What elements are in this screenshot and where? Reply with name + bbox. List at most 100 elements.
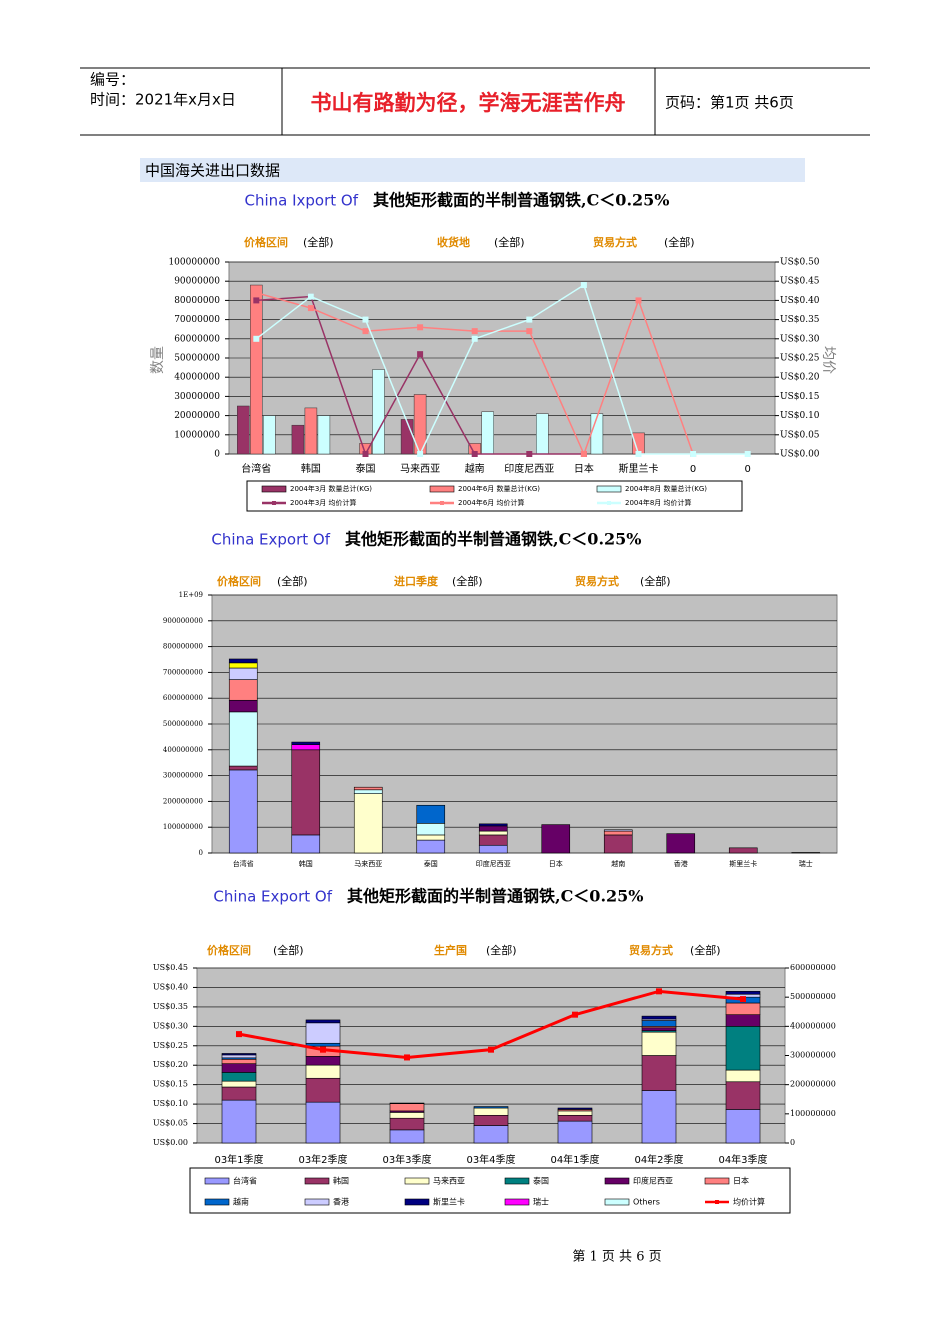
legend-label: 斯里兰卡 [433, 1197, 465, 1207]
line-marker [635, 451, 642, 457]
x-tick-label: 泰国 [356, 462, 376, 475]
x-tick-label: 越南 [465, 462, 485, 475]
filter-value: (全部) [486, 943, 517, 957]
bar-segment [291, 834, 321, 854]
x-tick-label: 03年3季度 [382, 1153, 431, 1166]
filter-label: 收货地 [437, 235, 470, 249]
bar-segment [478, 825, 508, 832]
bar-segment [541, 824, 571, 854]
legend-label: 2004年6月 数量总计(KG) [458, 484, 540, 493]
legend-label: 印度尼西亚 [633, 1176, 673, 1186]
bar-segment [221, 1099, 257, 1144]
bar-segment [305, 1101, 341, 1144]
line-marker [362, 316, 369, 323]
x-tick-label: 韩国 [299, 859, 313, 868]
filter-value: (全部) [690, 943, 721, 957]
legend-swatch [404, 1198, 430, 1206]
filter-value: (全部) [452, 574, 483, 588]
y2-tick-label: US$0.00 [780, 450, 820, 460]
bar-segment [228, 679, 258, 701]
bar-segment [228, 711, 258, 767]
bar [317, 415, 331, 455]
legend-label: 2004年3月 均价计算 [290, 498, 357, 507]
bar-segment [221, 1080, 257, 1088]
y2-tick-label: US$0.40 [780, 296, 820, 306]
bar [590, 413, 604, 455]
y-tick-label: 100000000 [168, 258, 220, 268]
bar-segment [221, 1086, 257, 1101]
legend-label: 2004年8月 数量总计(KG) [625, 484, 707, 493]
bar-segment [473, 1107, 509, 1116]
line-marker [253, 289, 260, 296]
legend-swatch [504, 1198, 530, 1206]
bar-segment [603, 834, 633, 854]
bar-segment [291, 741, 321, 745]
legend-swatch [604, 1198, 630, 1206]
bar-segment [478, 834, 508, 846]
filter-label: 贸易方式 [629, 943, 673, 957]
legend-label: 韩国 [333, 1176, 349, 1186]
chart-subtitle: 其他矩形截面的半制普通钢铁,C＜0.25% [347, 887, 643, 906]
section-title: 中国海关进出口数据 [145, 162, 280, 180]
y-tick-label: 0 [214, 450, 220, 460]
line-marker [744, 451, 751, 457]
y-tick-label: 90000000 [174, 277, 220, 287]
line-marker [740, 996, 746, 1003]
legend-label: 香港 [333, 1197, 349, 1207]
legend-swatch [504, 1177, 530, 1185]
line-marker [580, 282, 587, 289]
x-tick-label: 马来西亚 [354, 860, 382, 868]
footer: 第 1 页 共 6 页 [572, 1250, 661, 1265]
x-tick-label: 印度尼西亚 [504, 462, 554, 475]
y-tick-label: 40000000 [174, 373, 220, 383]
bar [536, 413, 549, 455]
bar-segment [641, 1031, 677, 1056]
chart-title: China Export Of [213, 888, 332, 906]
filter-value: (全部) [640, 574, 671, 588]
filter-label: 价格区间 [207, 943, 251, 957]
legend-swatch [715, 1200, 719, 1204]
x-tick-label: 03年2季度 [298, 1153, 347, 1166]
y2-tick-label: US$0.25 [780, 354, 820, 364]
legend-swatch [304, 1177, 330, 1185]
header-date: 时间：2021年x月x日 [90, 91, 236, 109]
bar-segment [228, 658, 258, 664]
bar-segment [353, 793, 383, 854]
x-tick-label: 印度尼西亚 [476, 859, 511, 868]
x-tick-label: 台湾省 [241, 462, 271, 475]
bar-segment [666, 833, 696, 854]
x-tick-label: 马来西亚 [400, 463, 440, 475]
y2-tick-label: 100000000 [790, 1109, 836, 1118]
bar-segment [305, 1042, 341, 1047]
bar-segment [725, 1002, 761, 1015]
y2-tick-label: 500000000 [790, 992, 836, 1001]
bar [263, 415, 276, 455]
x-tick-label: 0 [690, 464, 696, 475]
bar [372, 369, 385, 455]
bar-segment [416, 804, 446, 824]
bar [237, 405, 250, 455]
legend-label: 2004年8月 均价计算 [625, 498, 692, 507]
legend-label: 日本 [733, 1176, 749, 1186]
line-marker [417, 451, 424, 457]
y-tick-label: 400000000 [163, 746, 203, 754]
bar [304, 407, 318, 455]
x-tick-label: 台湾省 [233, 859, 254, 868]
line [255, 283, 748, 456]
line-marker [656, 988, 662, 995]
filter-value: (全部) [303, 235, 334, 249]
y-tick-label: US$0.05 [153, 1119, 188, 1128]
bar-segment [641, 1020, 677, 1027]
header-number: 编号： [90, 71, 135, 89]
y2-tick-label: US$0.05 [780, 430, 820, 440]
legend-label: 瑞士 [533, 1197, 549, 1207]
bar-segment [353, 786, 383, 791]
x-tick-label: 韩国 [301, 462, 321, 475]
line-marker [253, 335, 260, 342]
filter-label: 生产国 [434, 943, 467, 957]
line-marker [526, 316, 533, 323]
y2-tick-label: 0 [790, 1138, 795, 1147]
bar-segment [389, 1102, 425, 1104]
x-tick-label: 香港 [674, 859, 688, 868]
bar [250, 284, 263, 455]
